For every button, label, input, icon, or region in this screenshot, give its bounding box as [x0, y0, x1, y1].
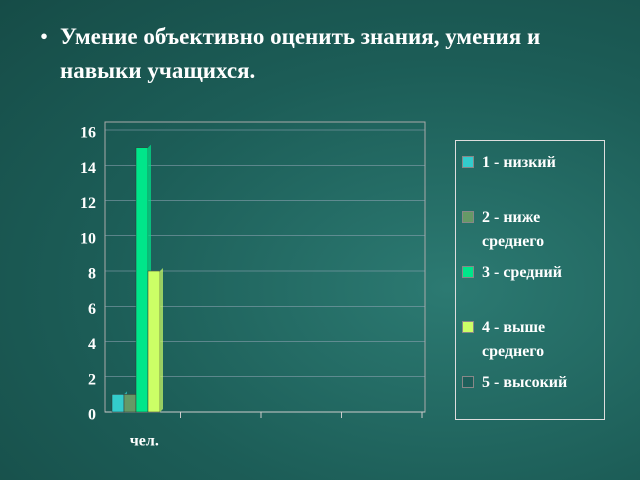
y-tick-label: 0 — [88, 407, 96, 424]
y-tick-label: 14 — [80, 160, 96, 177]
bar — [123, 394, 137, 413]
bar — [111, 394, 125, 413]
y-tick-label: 2 — [88, 371, 96, 388]
legend-swatch — [462, 211, 474, 223]
legend-swatch — [462, 156, 474, 168]
legend-item: 5 - высокий — [462, 371, 594, 395]
legend-item: 1 - низкий — [462, 151, 594, 175]
chart-title: Умение объективно оценить знания, умения… — [60, 24, 541, 83]
y-tick-label: 8 — [88, 266, 96, 283]
legend-label: 3 - средний — [482, 264, 562, 281]
legend-item: 3 - средний — [462, 261, 594, 285]
y-tick-label: 16 — [80, 125, 96, 142]
x-tick-label: чел. — [130, 433, 159, 450]
bar — [147, 270, 161, 413]
legend-swatch — [462, 266, 474, 278]
y-tick-label: 4 — [88, 336, 96, 353]
legend-label: 4 - выше среднего — [482, 319, 546, 360]
bar-side — [160, 268, 163, 412]
legend-label: 1 - низкий — [482, 154, 556, 171]
y-tick-label: 6 — [88, 301, 96, 318]
y-tick-label: 10 — [80, 230, 96, 247]
legend: 1 - низкий 2 - ниже среднего 3 - средний 4 … — [455, 140, 605, 420]
y-tick-label: 12 — [80, 195, 96, 212]
legend-label: 2 - ниже среднего — [482, 209, 545, 250]
legend-swatch — [462, 376, 474, 388]
legend-item: 4 - выше среднего — [462, 316, 594, 364]
legend-label: 5 - высокий — [482, 374, 568, 391]
bar — [135, 147, 149, 413]
bullet: • — [40, 24, 49, 49]
legend-swatch — [462, 321, 474, 333]
legend-item: 2 - ниже среднего — [462, 206, 594, 254]
